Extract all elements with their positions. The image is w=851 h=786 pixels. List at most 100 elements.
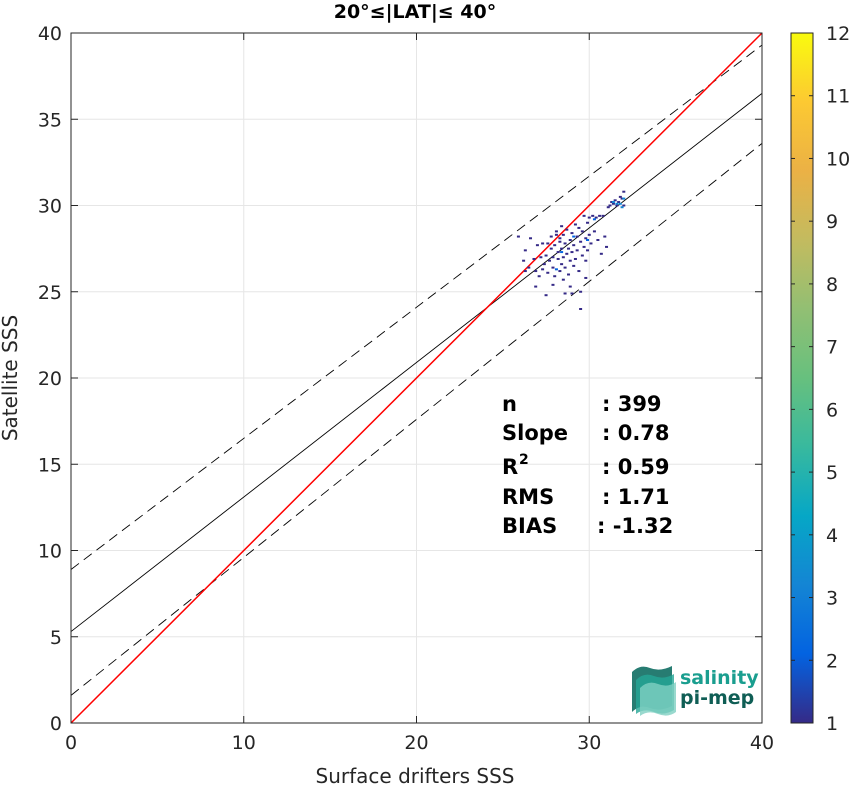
data-point <box>556 257 560 260</box>
data-point <box>522 259 526 262</box>
y-tick-label: 0 <box>50 713 62 735</box>
y-tick-label: 5 <box>50 627 62 649</box>
plot-frame <box>70 32 763 724</box>
x-tick-label: 20 <box>404 732 428 754</box>
data-point <box>584 259 588 262</box>
data-point <box>586 221 590 224</box>
colorbar-tick-label: 2 <box>826 650 838 672</box>
data-point <box>544 254 548 257</box>
wave-logo-icon <box>632 666 676 716</box>
data-point <box>568 259 572 262</box>
data-point <box>565 228 569 231</box>
stat-label: Slope <box>502 421 568 445</box>
data-point <box>570 251 574 254</box>
x-tick-label: 40 <box>750 732 774 754</box>
data-point <box>560 263 564 266</box>
x-tick-label: 30 <box>577 732 601 754</box>
data-point <box>573 223 577 226</box>
data-point <box>587 216 591 219</box>
data-point <box>558 270 562 273</box>
y-tick-label: 40 <box>38 23 62 45</box>
y-tick-label: 15 <box>38 454 62 476</box>
stat-label: n <box>502 392 517 416</box>
colorbar-tick-label: 8 <box>826 274 838 296</box>
data-point <box>537 275 541 278</box>
y-tick-label: 20 <box>38 368 62 390</box>
data-point <box>606 206 610 209</box>
y-tick-label: 10 <box>38 541 62 563</box>
y-tick-label: 35 <box>38 109 62 131</box>
data-point-dense <box>615 202 619 205</box>
data-point <box>523 270 527 273</box>
data-point <box>577 270 581 273</box>
data-point <box>580 254 584 257</box>
data-point <box>596 239 600 241</box>
colorbar-tick-label: 10 <box>826 148 850 170</box>
data-point <box>553 275 557 278</box>
colorbar-tick-label: 9 <box>826 211 838 233</box>
data-point <box>605 245 609 248</box>
data-point <box>568 239 572 241</box>
data-point <box>611 202 615 205</box>
data-point <box>610 201 614 204</box>
stat-label: RMS <box>502 485 554 509</box>
y-tick-label: 25 <box>38 282 62 304</box>
data-point <box>560 247 564 250</box>
data-point <box>551 266 555 269</box>
data-point <box>582 214 586 217</box>
data-point-dense <box>554 268 558 271</box>
stats-annotation: n: 399 Slope: 0.78 R 2: 0.59 RMS: 1.71 BIAS: … <box>502 392 673 538</box>
stat-label: BIAS <box>502 514 557 538</box>
x-axis-ticks: 0 10 20 30 40 <box>65 33 774 754</box>
data-point <box>549 235 553 238</box>
data-point <box>567 273 571 276</box>
data-point <box>553 244 557 247</box>
data-point <box>613 199 617 202</box>
stat-value: : -1.32 <box>597 514 673 538</box>
data-point <box>551 256 555 259</box>
x-axis-label: Surface drifters SSS <box>316 764 515 786</box>
data-point <box>563 242 567 245</box>
data-point <box>603 235 607 238</box>
data-point <box>589 242 593 245</box>
x-tick-label: 0 <box>65 732 77 754</box>
data-point <box>546 271 550 274</box>
data-point <box>579 240 583 243</box>
data-point <box>579 290 583 293</box>
data-point <box>570 232 574 235</box>
salinity-pi-mep-logo: salinity pi-mep <box>632 666 759 716</box>
data-point <box>523 249 527 252</box>
data-point <box>592 230 596 233</box>
data-point <box>527 266 531 269</box>
data-point <box>575 235 579 238</box>
y-tick-label: 30 <box>38 196 62 218</box>
data-point <box>608 204 612 207</box>
data-point <box>534 270 538 273</box>
data-point <box>563 292 567 295</box>
colorbar-tick-label: 11 <box>826 86 850 108</box>
data-point <box>556 251 560 254</box>
stat-label-superscript: 2 <box>519 452 529 468</box>
data-point <box>554 233 558 236</box>
data-point <box>546 242 550 245</box>
stat-value: : 399 <box>602 392 662 416</box>
logo-line1: salinity <box>680 667 759 689</box>
data-point <box>577 226 581 229</box>
y-axis-label: Satellite SSS <box>0 315 22 441</box>
x-tick-label: 10 <box>232 732 256 754</box>
data-point <box>544 294 548 297</box>
data-point <box>516 235 520 238</box>
colorbar-tick-label: 1 <box>826 713 838 735</box>
logo-line2: pi-mep <box>680 687 754 709</box>
data-point-dense <box>572 235 576 238</box>
data-point-dense <box>611 201 615 204</box>
data-point <box>599 252 603 255</box>
data-point <box>548 259 552 262</box>
data-point <box>551 283 555 286</box>
data-point <box>615 204 619 207</box>
data-point <box>572 244 576 247</box>
data-point <box>598 214 602 217</box>
data-point <box>587 233 591 236</box>
data-point <box>575 249 579 252</box>
